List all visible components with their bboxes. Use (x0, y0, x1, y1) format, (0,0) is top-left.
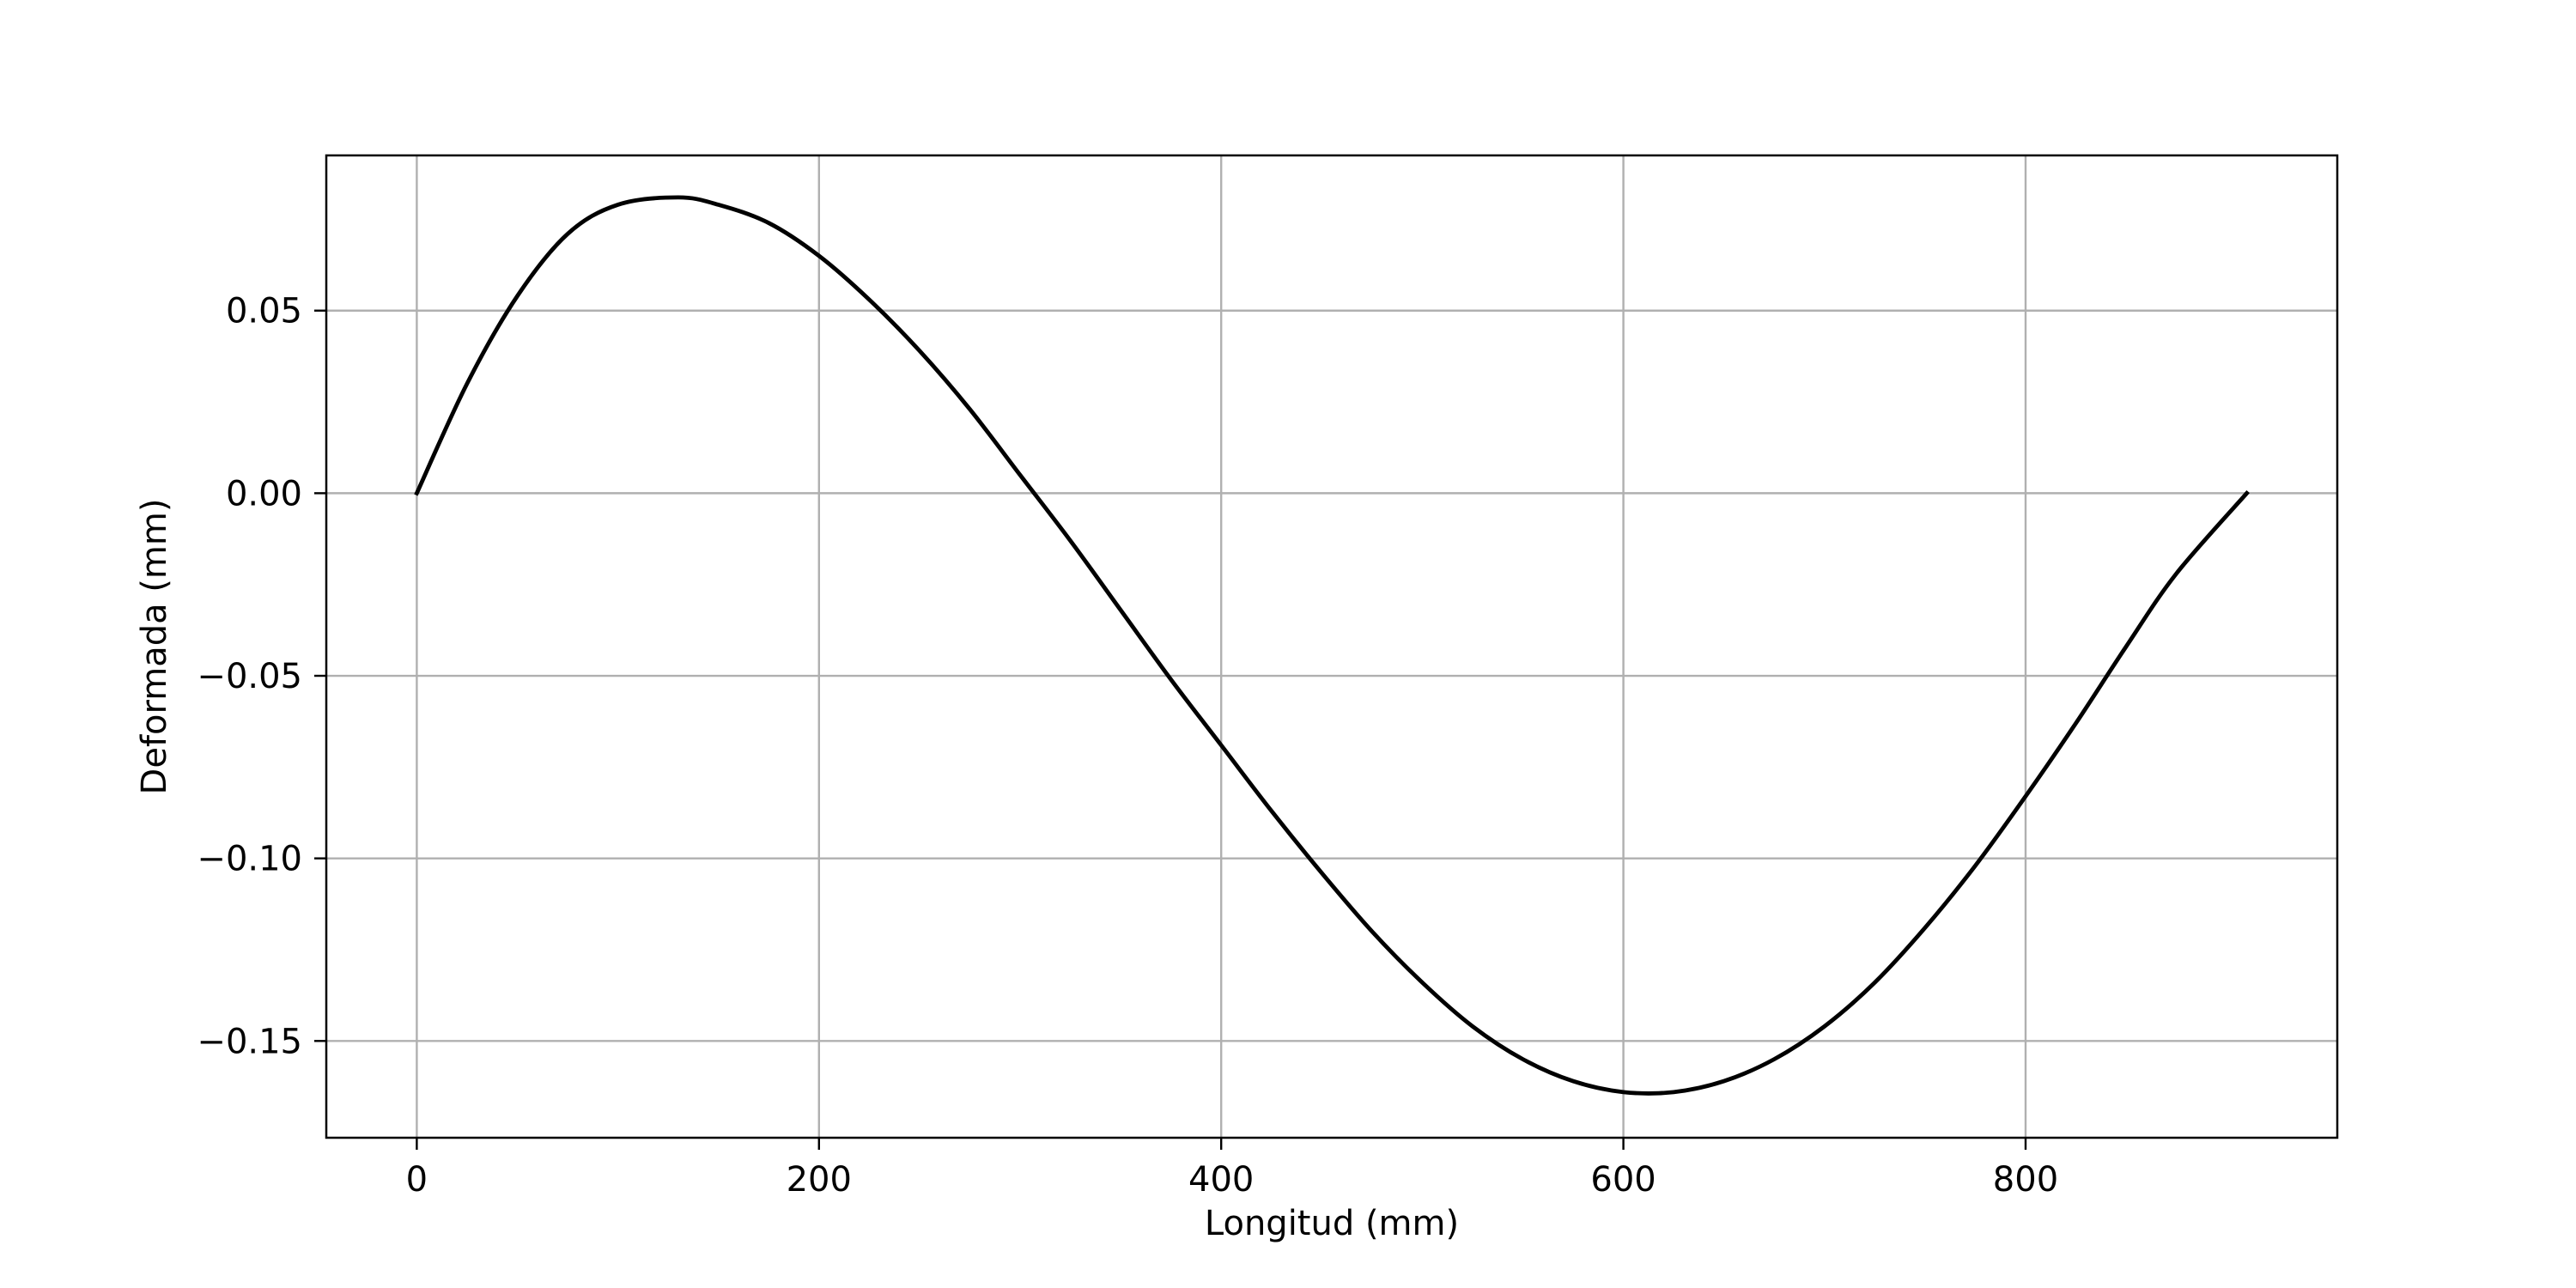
plot-frame (325, 154, 2339, 1139)
y-tick-label: −0.05 (197, 657, 302, 696)
x-tick-label: 600 (1590, 1160, 1656, 1200)
x-axis-label: Longitud (mm) (1205, 1204, 1459, 1243)
axis-ticks: 0 200 400 600 800 0.05 0.00 −0.05 −0.10 −0.15 (197, 292, 2058, 1200)
x-tick-label: 200 (787, 1160, 852, 1200)
x-tick-label: 800 (1993, 1160, 2058, 1200)
y-tick-label: 0.05 (226, 292, 302, 331)
y-tick-label: −0.10 (197, 840, 302, 879)
y-axis-label: Deformada (mm) (135, 499, 174, 795)
y-tick-label: 0.00 (226, 474, 302, 513)
series-layer (414, 195, 2250, 1096)
x-tick-label: 0 (406, 1160, 428, 1200)
x-tick-label: 400 (1188, 1160, 1254, 1200)
y-tick-label: −0.15 (197, 1022, 302, 1061)
grid-lines (326, 155, 2337, 1138)
series-line (414, 195, 2250, 1096)
